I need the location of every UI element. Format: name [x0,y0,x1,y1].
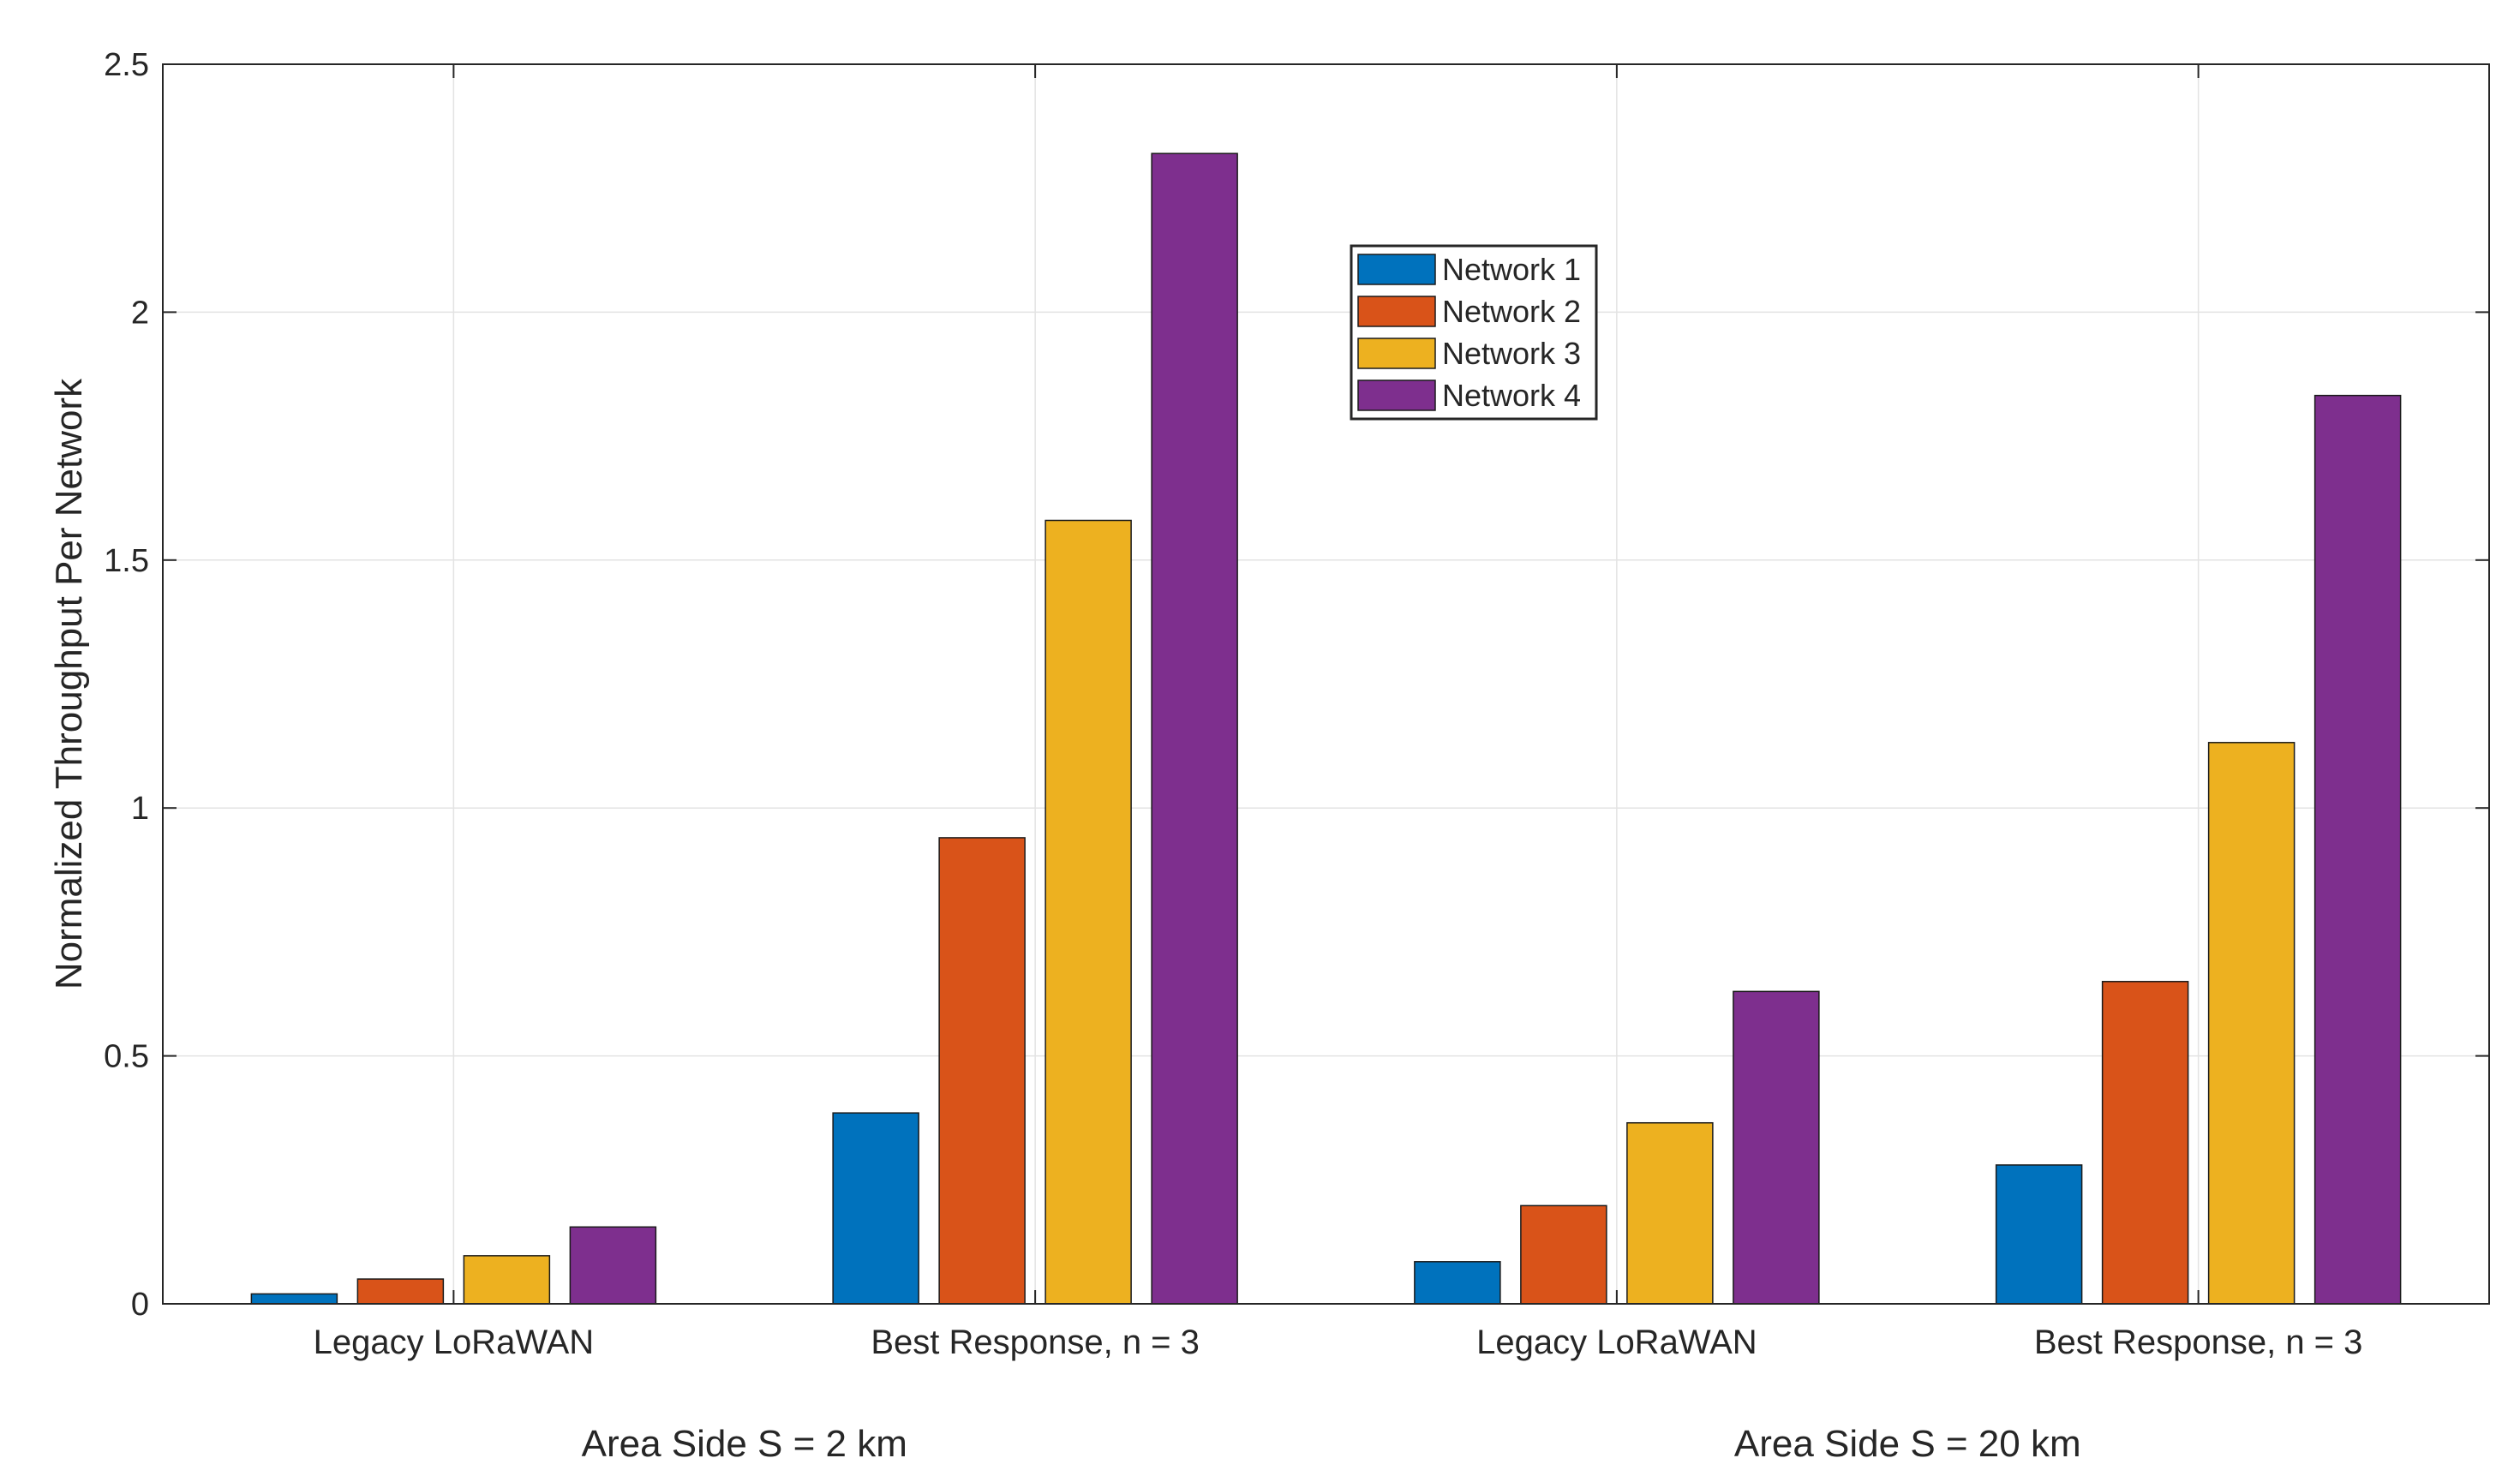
bar [1414,1261,1501,1305]
bar [1151,152,1238,1305]
legend-label: Network 1 [1442,252,1581,287]
legend-swatch [1357,379,1436,411]
legend-swatch [1357,338,1436,369]
y-axis-ticks: 0 0.5 1 1.5 2 2.5 [104,47,2489,1323]
y-axis-title: Normalized Throughput Per Network [48,378,90,989]
legend-label: Network 2 [1442,294,1581,329]
bar [2207,742,2296,1305]
bar [463,1255,551,1305]
legend-swatch [1357,296,1436,327]
bars-layer [250,152,2402,1305]
legend: Network 1 Network 2 Network 3 Network 4 [1350,244,1598,421]
x-category-label: Legacy LoRaWAN [314,1324,595,1361]
x-category-label: Best Response, n = 3 [871,1324,1200,1361]
bar [1995,1164,2083,1305]
y-tick-label: 1.5 [104,543,149,579]
y-tick-label: 0 [131,1287,149,1323]
legend-label: Network 3 [1442,336,1581,371]
legend-swatch [1357,254,1436,285]
x-axis-ticks: Legacy LoRaWAN Best Response, n = 3 Legacy… [314,64,2363,1465]
bar [938,837,1026,1305]
bar [356,1278,445,1305]
bar [1626,1121,1714,1305]
bar [832,1112,919,1305]
x-category-label: Best Response, n = 3 [2034,1324,2363,1361]
bar [1733,990,1820,1305]
y-tick-label: 0.5 [104,1039,149,1075]
bar [2313,394,2402,1305]
x-category-label: Legacy LoRaWAN [1476,1324,1757,1361]
bar [2101,981,2189,1305]
group-label: Area Side S = 2 km [582,1423,907,1465]
bar [1520,1204,1607,1305]
plot-frame [162,63,2490,1305]
bar [250,1293,338,1305]
y-tick-label: 1 [131,791,149,827]
legend-label: Network 4 [1442,378,1581,413]
bar [569,1226,657,1305]
y-tick-label: 2.5 [104,47,149,83]
group-label: Area Side S = 20 km [1734,1423,2081,1465]
bar [1045,519,1132,1305]
y-tick-label: 2 [131,295,149,331]
